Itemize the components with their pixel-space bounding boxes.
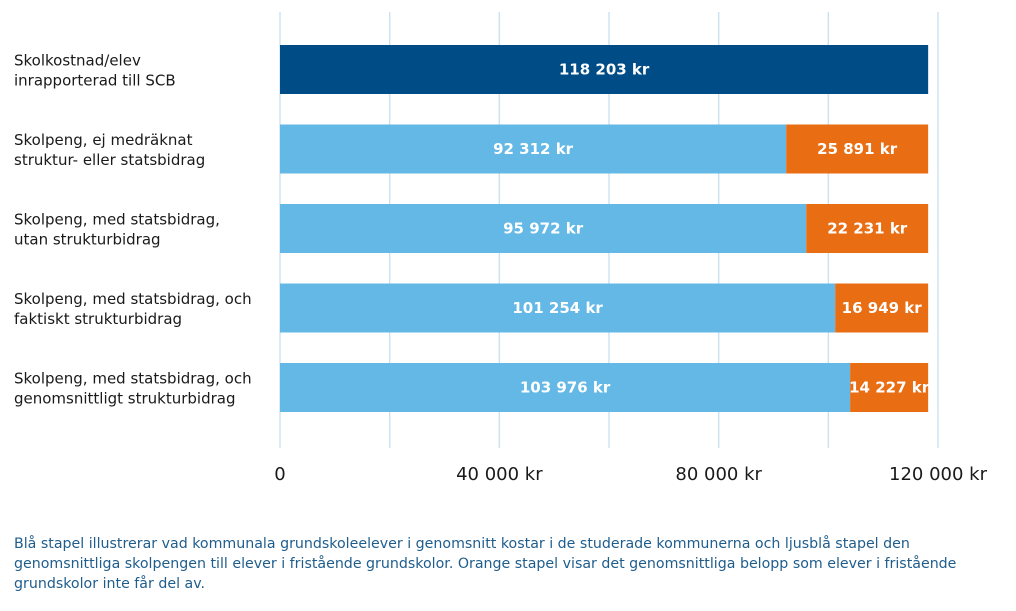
x-tick-label: 0 xyxy=(274,464,285,485)
category-label-line: utan strukturbidrag xyxy=(14,231,161,249)
bar-segment xyxy=(280,283,836,333)
category-label: Skolkostnad/elev inrapporterad till SCB xyxy=(14,52,176,90)
bar-segment xyxy=(850,363,929,412)
bar-segment xyxy=(280,124,787,174)
x-tick-label: 40 000 kr xyxy=(456,464,543,485)
data-label: 14 227 kr xyxy=(849,379,930,397)
category-label-line: Skolpeng, med statsbidrag, xyxy=(14,211,220,229)
x-tick-label: 120 000 kr xyxy=(889,464,988,485)
category-label-line: genomsnittligt strukturbidrag xyxy=(14,390,236,408)
x-axis-tick-labels: 0 40 000 kr 80 000 kr 120 000 kr xyxy=(274,464,987,485)
bar-segment xyxy=(835,283,929,333)
data-label: 92 312 kr xyxy=(493,140,574,158)
data-label: 95 972 kr xyxy=(503,220,584,238)
chart-caption: Blå stapel illustrerar vad kommunala gru… xyxy=(14,536,957,592)
bar-segment xyxy=(280,45,929,94)
bar-segment xyxy=(280,363,851,412)
data-label: 16 949 kr xyxy=(842,299,923,317)
stacked-bar-chart: Skolkostnad/elev inrapporterad till SCBSk… xyxy=(14,12,988,485)
category-label: Skolpeng, med statsbidrag, och faktiskt s… xyxy=(14,290,252,328)
category-label: Skolpeng, med statsbidrag, och genomsnitt… xyxy=(14,370,252,408)
category-label: Skolpeng, med statsbidrag, utan strukturb… xyxy=(14,211,220,249)
data-label: 103 976 kr xyxy=(520,379,611,397)
data-label: 25 891 kr xyxy=(817,140,898,158)
bars: 118 203 kr 92 312 kr 25 891 kr 95 972 kr 22 … xyxy=(280,45,930,412)
category-label-line: Skolpeng, ej medräknat xyxy=(14,131,193,149)
bar-segment xyxy=(806,204,929,253)
data-label: 22 231 kr xyxy=(827,220,908,238)
category-label: Skolpeng, ej medräknat struktur- eller st… xyxy=(14,131,205,169)
category-labels: Skolkostnad/elev inrapporterad till SCBSk… xyxy=(14,52,252,408)
x-tick-label: 80 000 kr xyxy=(675,464,762,485)
category-label-line: inrapporterad till SCB xyxy=(14,72,176,90)
category-label-line: Skolpeng, med statsbidrag, och xyxy=(14,290,252,308)
category-label-line: struktur- eller statsbidrag xyxy=(14,151,205,169)
data-label: 101 254 kr xyxy=(512,299,603,317)
data-label: 118 203 kr xyxy=(559,61,650,79)
category-label-line: faktiskt strukturbidrag xyxy=(14,310,182,328)
bar-segment xyxy=(280,204,807,253)
bar-segment xyxy=(786,124,929,174)
category-label-line: Skolkostnad/elev xyxy=(14,52,141,70)
category-label-line: Skolpeng, med statsbidrag, och xyxy=(14,370,252,388)
